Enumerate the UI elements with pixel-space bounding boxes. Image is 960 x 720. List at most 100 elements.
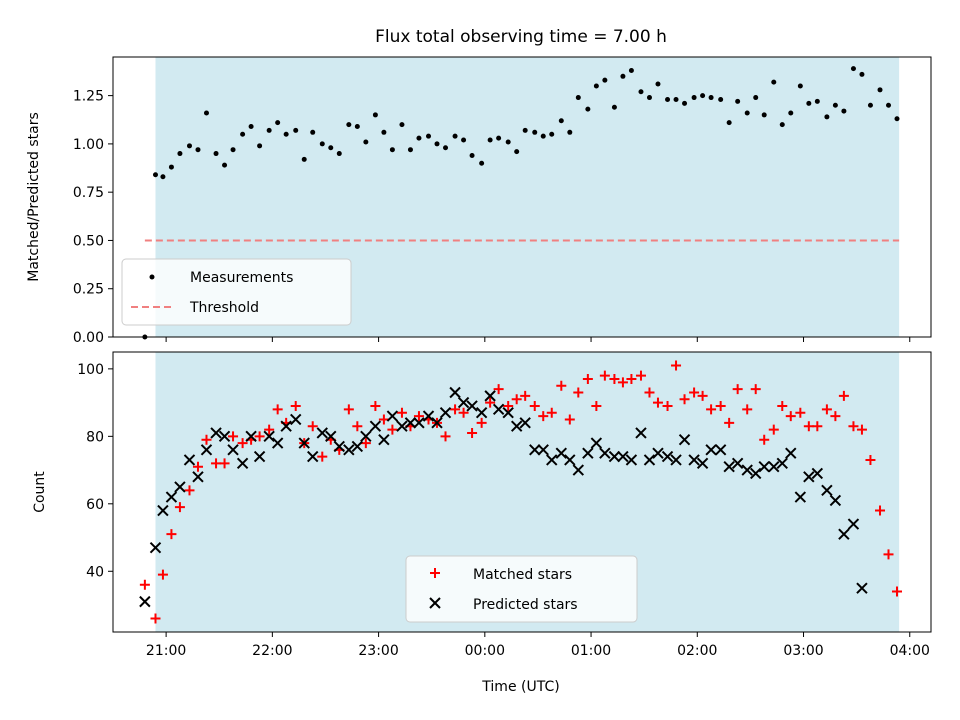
ratio-panel-yticks: 0.00 0.25 0.50 0.75 1.00 1.25 <box>73 89 113 346</box>
measurement-point <box>203 110 209 116</box>
count-panel-legend: Matched stars Predicted stars <box>405 555 638 623</box>
measurements-points <box>142 66 900 340</box>
matched-star-point <box>264 424 275 435</box>
predicted-star-point <box>165 491 178 503</box>
measurement-point <box>426 133 432 139</box>
measurement-point <box>585 106 591 112</box>
legend-label-threshold: Threshold <box>189 300 259 316</box>
x-tick-label: 00:00 <box>465 643 505 659</box>
predicted-star-point <box>785 447 797 459</box>
legend-label-matched: Matched stars <box>473 567 572 583</box>
predicted-star-point <box>555 447 568 459</box>
predicted-star-point <box>263 430 275 443</box>
measurement-point <box>266 127 272 133</box>
predicted-star-point <box>343 444 355 456</box>
predicted-star-point <box>484 390 496 402</box>
matched-star-point <box>626 373 637 384</box>
x-axis-label: Time (UTC) <box>481 679 559 695</box>
matched-star-point <box>139 579 150 590</box>
legend-label-predicted: Predicted stars <box>473 597 578 613</box>
matched-star-point <box>290 400 301 411</box>
matched-star-point <box>662 400 673 411</box>
matched-star-point <box>201 434 212 445</box>
predicted-star-point <box>298 437 310 449</box>
y-tick-label: 80 <box>86 429 104 445</box>
predicted-star-point <box>253 450 266 463</box>
predicted-star-point <box>183 454 196 466</box>
matched-star-point <box>511 394 522 405</box>
measurement-point <box>771 79 777 85</box>
measurement-point <box>832 102 838 108</box>
measurement-point <box>319 141 325 147</box>
measurement-point <box>691 95 697 101</box>
ratio-panel-legend: Measurements Threshold <box>121 258 352 326</box>
measurement-point <box>240 131 246 137</box>
measurement-point <box>814 98 820 104</box>
matched-star-point <box>546 407 557 418</box>
ratio-panel-ylabel: Matched/Predicted stars <box>26 112 42 282</box>
predicted-star-point <box>245 430 257 443</box>
matched-star-point <box>467 427 478 438</box>
measurement-point <box>275 120 281 126</box>
predicted-star-point <box>200 444 213 456</box>
legend-box <box>405 555 638 623</box>
measurement-point <box>575 95 581 101</box>
measurement-point <box>567 129 573 135</box>
matched-star-point <box>715 400 726 411</box>
y-tick-label: 0.25 <box>73 282 104 298</box>
measurement-point <box>354 124 360 130</box>
matched-star-point <box>458 407 469 418</box>
matched-star-point <box>803 421 814 432</box>
matched-star-point <box>706 404 717 415</box>
matched-star-point <box>503 400 514 411</box>
measurement-point <box>753 95 759 101</box>
matched-star-point <box>493 384 504 395</box>
predicted-star-point <box>139 595 151 608</box>
measurement-point <box>718 96 724 102</box>
predicted-star-point <box>157 504 169 517</box>
measurement-point <box>389 147 395 153</box>
predicted-star-point <box>457 396 470 409</box>
measurement-point <box>257 143 263 149</box>
predicted-star-point <box>386 410 399 422</box>
matched-star-point <box>582 373 593 384</box>
predicted-star-point <box>378 434 390 446</box>
measurement-point <box>655 81 661 87</box>
measurement-point <box>806 100 812 106</box>
predicted-star-point <box>856 582 868 594</box>
measurement-point <box>283 131 289 137</box>
matched-star-point <box>644 387 655 398</box>
count-panel-yticks: 40 60 80 100 <box>77 362 113 580</box>
matched-star-point <box>378 414 389 425</box>
predicted-star-point <box>599 447 611 459</box>
measurement-point <box>744 110 750 116</box>
legend-marker-predicted <box>429 597 441 609</box>
measurement-point <box>532 129 538 135</box>
matched-star-point <box>360 438 371 449</box>
predicted-star-point <box>210 427 222 439</box>
matched-star-point <box>485 397 496 408</box>
measurement-point <box>496 135 502 141</box>
measurement-point <box>301 156 307 162</box>
measurement-point <box>434 141 440 147</box>
measurement-point <box>877 87 883 93</box>
matched-star-point <box>538 411 549 422</box>
predicted-star-point <box>475 407 488 419</box>
predicted-star-point <box>582 447 594 459</box>
measurement-point <box>469 152 475 158</box>
matched-star-point <box>272 404 283 415</box>
matched-star-point <box>609 373 620 384</box>
matched-star-point <box>150 613 161 624</box>
matched-star-point <box>830 411 841 422</box>
matched-star-point <box>635 370 646 381</box>
matched-star-point <box>821 404 832 415</box>
matched-star-point <box>732 384 743 395</box>
predicted-star-point <box>466 400 478 412</box>
legend-label-measurements: Measurements <box>190 270 293 286</box>
measurement-point <box>479 160 485 166</box>
measurement-point <box>682 100 688 106</box>
predicted-star-point <box>821 484 833 497</box>
measurement-point <box>416 135 422 141</box>
measurement-point <box>665 96 671 102</box>
legend-marker-matched <box>430 568 440 578</box>
